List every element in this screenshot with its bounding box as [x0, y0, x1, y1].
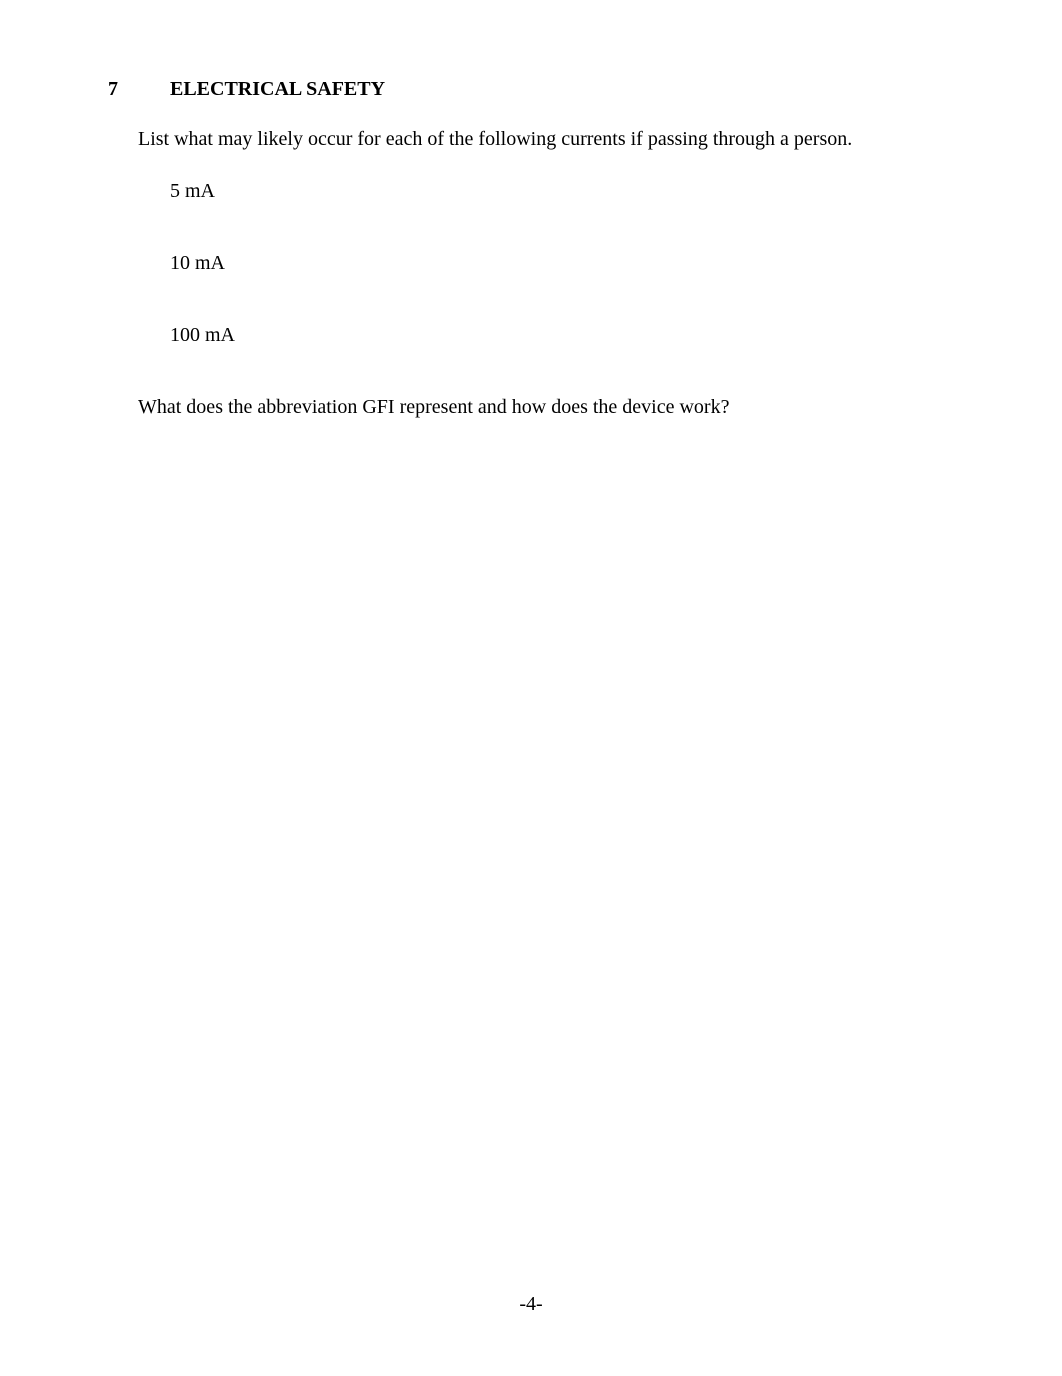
- gfi-question: What does the abbreviation GFI represent…: [138, 393, 954, 421]
- section-title: ELECTRICAL SAFETY: [170, 78, 385, 101]
- section-header: 7 ELECTRICAL SAFETY: [108, 78, 954, 101]
- current-item-100ma: 100 mA: [170, 321, 954, 349]
- page-number: -4-: [0, 1293, 1062, 1316]
- current-item-5ma: 5 mA: [170, 177, 954, 205]
- section-number: 7: [108, 78, 170, 101]
- current-item-10ma: 10 mA: [170, 249, 954, 277]
- intro-text: List what may likely occur for each of t…: [138, 125, 954, 153]
